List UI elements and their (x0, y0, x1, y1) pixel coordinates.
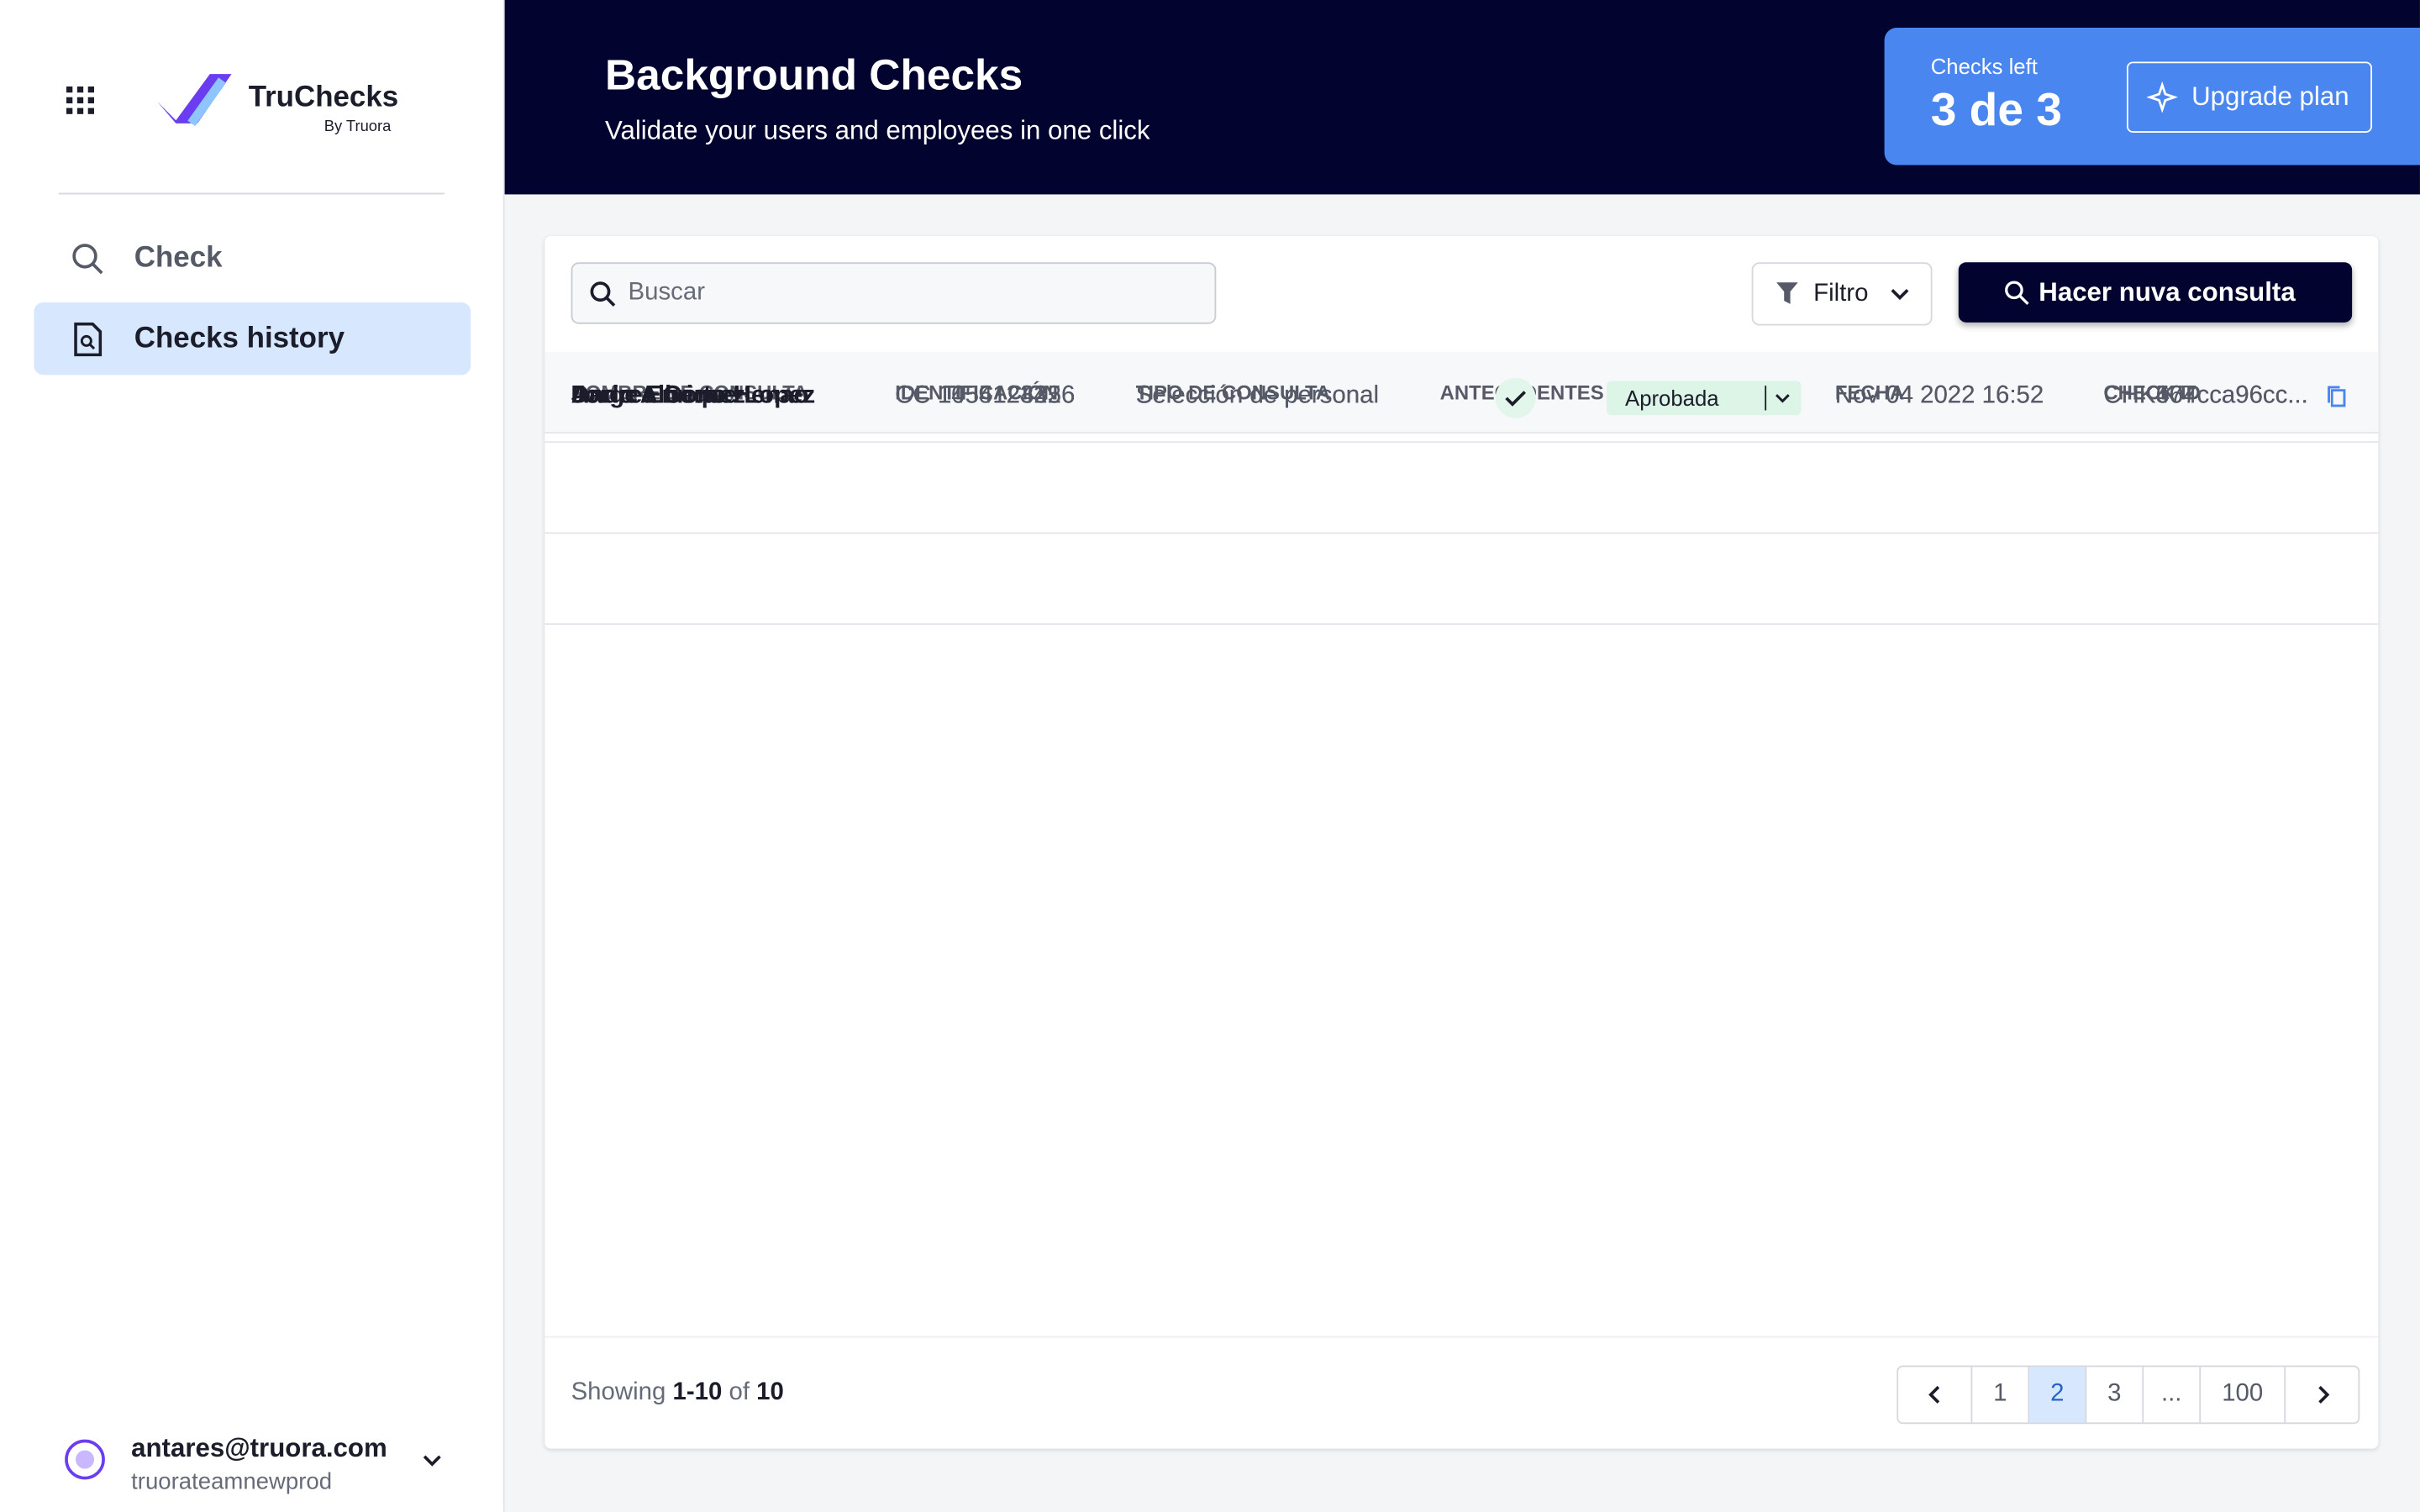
nav-label: Check (134, 242, 223, 275)
filter-button[interactable]: Filtro (1751, 262, 1933, 326)
sidebar: TruChecks By Truora Check Checks history… (0, 0, 505, 1512)
cell-check-id: CHK504cca96cc... (2103, 382, 2308, 409)
status-label: Aprobada (1625, 386, 1719, 411)
showing: Showing 1-10 of 10 (571, 1379, 784, 1407)
new-query-label: Hacer nuva consulta (2039, 277, 2296, 307)
table: NOMBRE DE CONSULTA IDENTIFICACIÓN TIPO DE … (544, 351, 2379, 706)
subtitle: Validate your users and employees in one… (604, 115, 1150, 145)
checks-table-card: Buscar Filtro Hacer nuva consulta NOMBRE… (544, 236, 2379, 1449)
cell-name: Andrea Gomez (571, 382, 745, 409)
new-query-button[interactable]: Hacer nuva consulta (1958, 262, 2353, 323)
cell-name: Dario Alberto Henao (571, 382, 809, 409)
cell-id: CC 1454123356 (895, 382, 1076, 409)
table-row: Jorge Enrique Lopez CC 1055124226 Selecció… (544, 377, 2379, 534)
antecedentes-icon (1495, 377, 1536, 418)
search-icon (2005, 281, 2029, 305)
status-toggle (1764, 381, 1797, 424)
brand: TruChecks (248, 81, 399, 114)
column-header: IDENTIFICACIÓN (895, 381, 1058, 405)
column-header: FECHA (1834, 381, 1905, 405)
nav-check[interactable]: Check (34, 222, 471, 294)
search-icon (590, 281, 616, 307)
cell-date: Nov 04 2022 16:52 (1834, 382, 2044, 409)
table-header (544, 351, 2379, 434)
table-row: Andrea Gomez CC 1454123356 Selección de pe… (544, 377, 2379, 625)
cell-check-id: CHK467cca96cc... (2103, 382, 2308, 409)
page-button[interactable]: 3 (2086, 1367, 2144, 1423)
column-header: CHECK ID (2103, 381, 2201, 405)
logo (157, 74, 232, 127)
page-button[interactable]: ... (2144, 1367, 2202, 1423)
copy-icon[interactable] (2328, 386, 2346, 415)
of: of (729, 1379, 750, 1406)
cell-date: Nov 04 2022 16:52 (1834, 382, 2044, 409)
search-placeholder: Buscar (628, 279, 705, 306)
apps-icon[interactable] (66, 86, 95, 114)
upgrade-label: Upgrade plan (2191, 81, 2349, 112)
title: Background Checks (604, 50, 1023, 99)
page-button[interactable]: 100 (2201, 1367, 2286, 1423)
nav-history[interactable]: Checks history (34, 302, 471, 375)
checks-left-label: Checks left (1930, 54, 2038, 79)
range: 1-10 (672, 1379, 723, 1406)
chevron (1891, 289, 1909, 301)
next-page[interactable] (2286, 1367, 2358, 1422)
cell-id: CC 1055124226 (895, 382, 1076, 409)
cell-type: Selección de personal (1135, 382, 1379, 409)
showing-label: Showing (571, 1379, 666, 1406)
filter-icon (1776, 282, 1798, 304)
cell-id: CC 1054123456 (895, 382, 1076, 409)
upgrade-button[interactable]: Upgrade plan (2126, 61, 2373, 133)
page-button[interactable]: 1 (1972, 1367, 2030, 1423)
prev-page[interactable] (1898, 1367, 1973, 1423)
cell-type: Selección de personal (1135, 382, 1379, 409)
column-header: TIPO DE CONSULTA (1135, 381, 1331, 405)
sparkle-icon (2146, 81, 2178, 113)
cell-type: Selección de personal (1135, 382, 1379, 409)
search-input[interactable]: Buscar (571, 262, 1217, 324)
doc-icon (74, 322, 103, 357)
nav-label: Checks history (134, 322, 345, 355)
total: 10 (756, 1379, 784, 1406)
checks-left-value: 3 de 3 (1930, 85, 2062, 136)
cell-date: Nov 04 2022 16:52 (1834, 382, 2044, 409)
cell-name: Jorge Enrique Lopez (571, 382, 816, 409)
plan-card: Checks left 3 de 3 Upgrade plan (1884, 28, 2420, 165)
status-badge[interactable]: Aprobada (1607, 381, 1802, 416)
brand-sub: By Truora (324, 118, 392, 136)
pagination: 1 2 3... 100 (1897, 1365, 2360, 1425)
footer-divider (544, 1336, 2379, 1338)
divider (58, 192, 445, 195)
cell-check-id: CHK674cca96cc... (2103, 382, 2308, 409)
page-button[interactable]: 2 (2029, 1367, 2087, 1423)
filter-label: Filtro (1813, 281, 1869, 307)
search-icon (72, 244, 103, 275)
header: Background Checks Validate your users an… (504, 0, 2420, 195)
avatar (65, 1439, 105, 1480)
user-menu[interactable] (421, 1453, 443, 1468)
user-email: antares@truora.com (131, 1433, 387, 1463)
user-team: truorateamnewprod (131, 1468, 333, 1495)
column-header: NOMBRE DE CONSULTA (571, 381, 808, 405)
